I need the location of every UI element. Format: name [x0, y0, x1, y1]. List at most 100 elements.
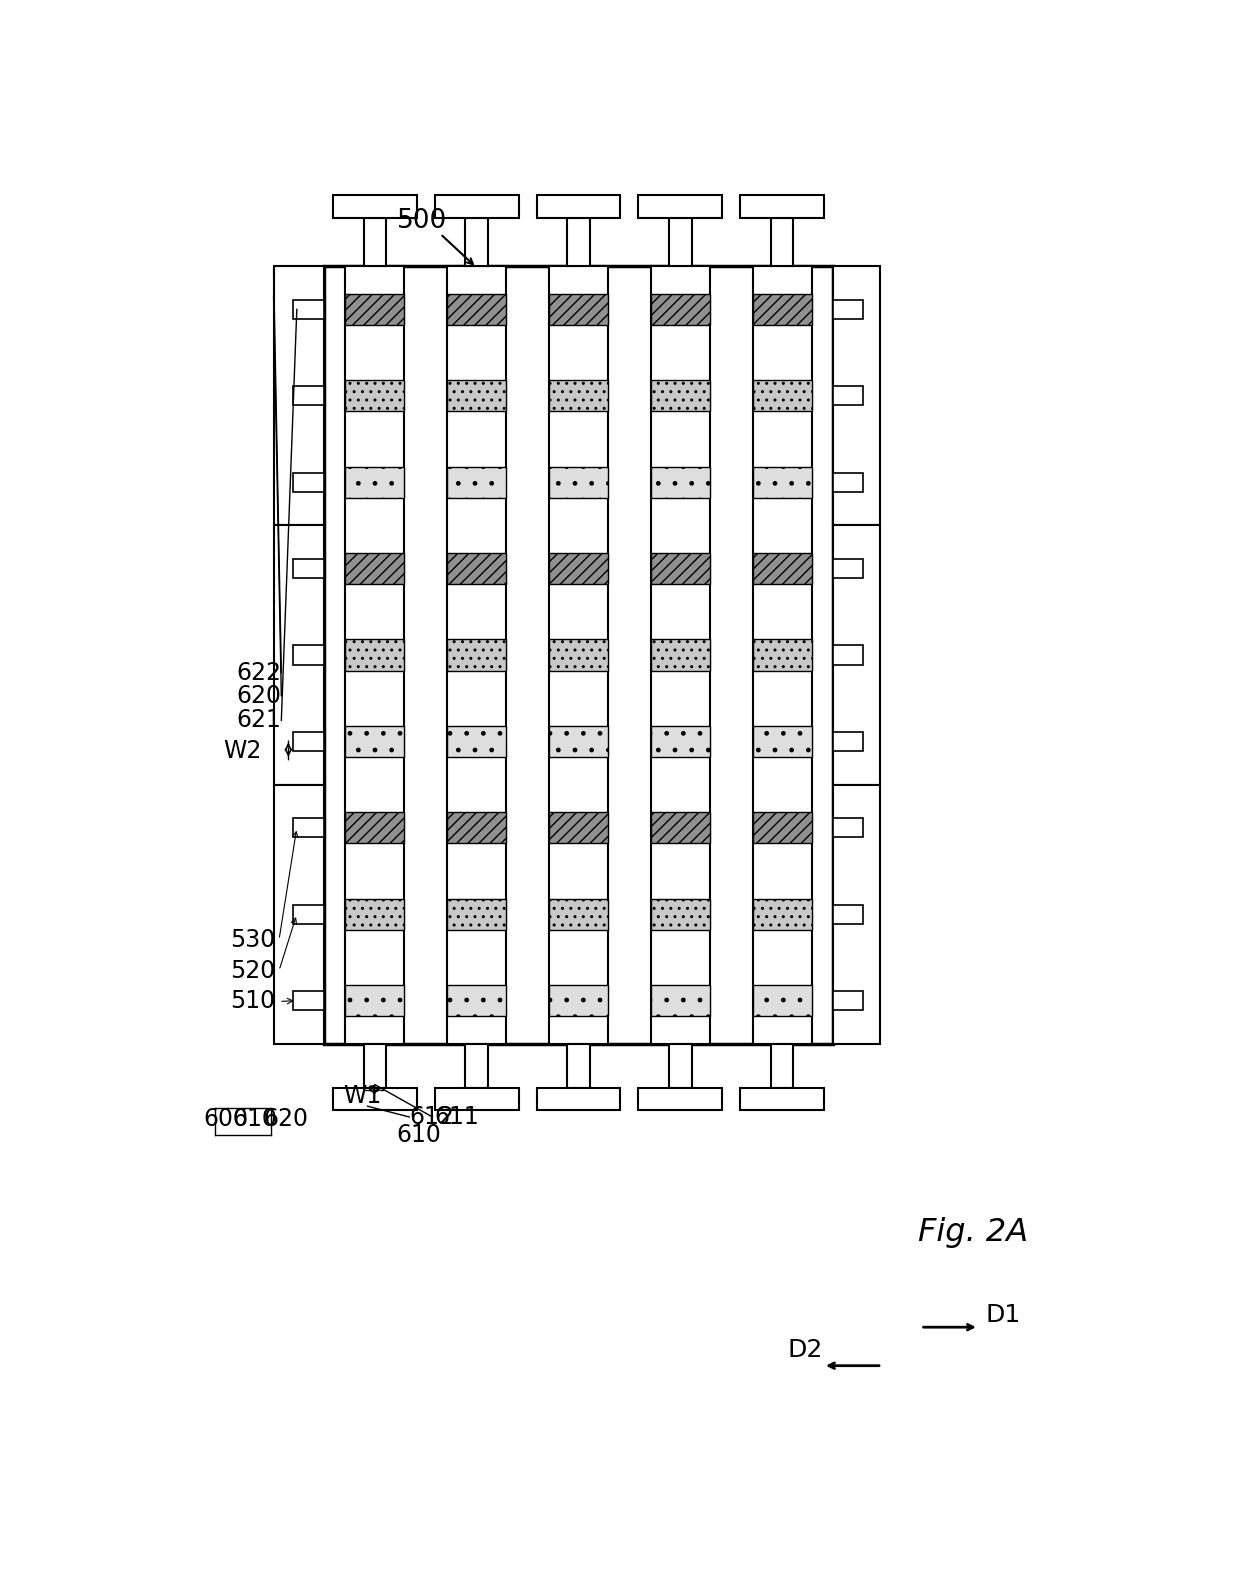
Bar	[639, 1089, 723, 1110]
Bar	[537, 195, 620, 219]
Bar	[293, 731, 324, 752]
Bar	[345, 985, 404, 1017]
Bar	[651, 466, 711, 498]
Bar	[332, 195, 417, 219]
Bar	[651, 812, 711, 843]
Bar	[833, 905, 863, 924]
Bar	[753, 985, 812, 1017]
Text: W1: W1	[343, 1084, 382, 1108]
Bar	[833, 473, 863, 492]
Text: 610: 610	[233, 1108, 278, 1132]
Bar	[465, 1043, 487, 1089]
Text: 510: 510	[229, 990, 275, 1013]
Bar	[833, 818, 863, 837]
Bar	[833, 266, 879, 525]
Bar	[670, 1043, 692, 1089]
Bar	[651, 640, 711, 670]
Bar	[549, 553, 608, 585]
Bar	[345, 553, 404, 585]
Text: 621: 621	[237, 709, 281, 733]
Bar	[740, 1089, 825, 1110]
Bar	[568, 1043, 590, 1089]
Bar	[293, 473, 324, 492]
Bar	[274, 785, 324, 1043]
Bar	[670, 219, 692, 266]
Bar	[833, 559, 863, 578]
Bar	[753, 812, 812, 843]
Bar	[363, 1043, 386, 1089]
Bar	[753, 380, 812, 411]
Bar	[537, 1089, 620, 1110]
Bar	[345, 727, 404, 756]
Text: 622: 622	[237, 660, 281, 684]
Bar	[753, 266, 812, 1043]
Bar	[345, 293, 404, 325]
Bar	[293, 991, 324, 1010]
Bar	[740, 195, 825, 219]
Bar	[293, 299, 324, 318]
Bar	[639, 195, 723, 219]
Bar	[549, 812, 608, 843]
Bar	[345, 466, 404, 498]
Bar	[651, 553, 711, 585]
Bar	[833, 299, 863, 318]
Bar	[363, 219, 386, 266]
Bar	[448, 466, 506, 498]
Bar	[771, 1043, 794, 1089]
Bar	[345, 266, 404, 1043]
Text: 620: 620	[237, 684, 281, 708]
Bar	[332, 1089, 417, 1110]
Bar	[753, 466, 812, 498]
Bar	[651, 380, 711, 411]
Bar	[293, 645, 324, 665]
Text: W2: W2	[223, 739, 262, 763]
Bar	[651, 266, 711, 1043]
Bar	[549, 898, 608, 930]
Text: 611: 611	[434, 1105, 479, 1128]
Bar	[448, 553, 506, 585]
Bar	[448, 812, 506, 843]
Bar	[753, 553, 812, 585]
Bar	[549, 466, 608, 498]
Bar	[549, 727, 608, 756]
Bar	[549, 640, 608, 670]
Bar	[651, 727, 711, 756]
Text: D2: D2	[787, 1338, 823, 1362]
Bar	[549, 380, 608, 411]
Bar	[435, 1089, 518, 1110]
Bar	[465, 219, 487, 266]
Bar	[833, 525, 879, 785]
Bar	[753, 640, 812, 670]
Bar	[293, 386, 324, 405]
Text: 612: 612	[409, 1105, 454, 1128]
Text: 610: 610	[396, 1122, 441, 1147]
Bar	[274, 266, 324, 525]
Text: D1: D1	[986, 1303, 1021, 1327]
Bar	[651, 293, 711, 325]
Bar	[549, 985, 608, 1017]
Bar	[448, 985, 506, 1017]
Bar	[833, 785, 879, 1043]
Bar	[753, 898, 812, 930]
Bar	[345, 812, 404, 843]
Bar	[293, 905, 324, 924]
Bar	[345, 640, 404, 670]
Bar	[753, 293, 812, 325]
Bar	[435, 195, 518, 219]
Bar	[833, 731, 863, 752]
Bar	[345, 898, 404, 930]
Bar	[448, 640, 506, 670]
Bar	[651, 985, 711, 1017]
Text: 520: 520	[229, 958, 275, 983]
Bar	[448, 380, 506, 411]
Bar	[549, 266, 608, 1043]
Bar	[753, 727, 812, 756]
Bar	[771, 219, 794, 266]
Bar	[651, 898, 711, 930]
Bar	[568, 219, 590, 266]
Text: 500: 500	[397, 208, 448, 235]
Bar	[833, 991, 863, 1010]
Bar	[833, 386, 863, 405]
Bar	[324, 266, 833, 1043]
Text: 530: 530	[229, 928, 275, 952]
